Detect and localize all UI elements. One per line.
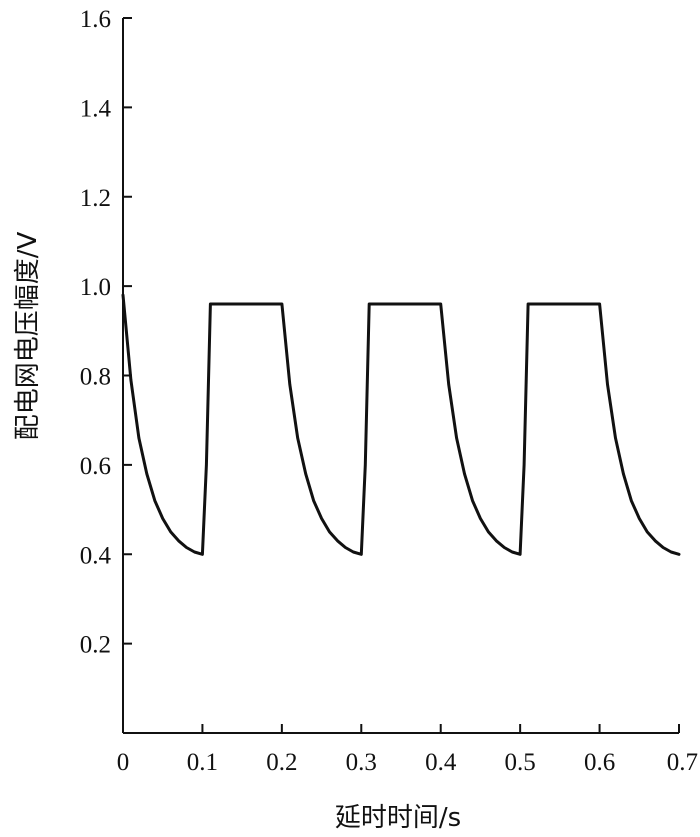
y-tick-label: 1.2	[80, 185, 111, 212]
x-tick-label: 0.5	[505, 749, 536, 776]
x-tick-label: 0.7	[667, 749, 698, 776]
x-tick-label: 0.4	[425, 749, 457, 776]
y-tick-label: 0.6	[80, 453, 111, 480]
x-tick-label: 0.1	[187, 749, 218, 776]
x-tick-label: 0	[117, 749, 130, 776]
y-tick-label: 1.4	[80, 95, 112, 122]
y-axis-ticks: 0.2 0.4 0.6 0.8 1.0 1.2 1.4 1.6	[80, 6, 132, 659]
x-tick-label: 0.3	[346, 749, 377, 776]
y-axis-title: 配电网电压幅度/V	[13, 232, 43, 441]
plot-area: 0.20.40.60.81.01.21.41.6 0 0.1 0.2 0.3 0.4 0.…	[80, 6, 698, 776]
voltage-line-series	[121, 293, 681, 556]
x-tick-label: 0.6	[584, 749, 615, 776]
y-tick-label: 1.0	[80, 274, 111, 301]
y-tick-label: 1.6	[80, 6, 111, 33]
y-tick-label: 0.2	[80, 632, 111, 659]
x-axis-ticks: 0 0.1 0.2 0.3 0.4 0.5 0.6 0.7	[117, 724, 698, 776]
y-tick-label: 0.4	[80, 542, 112, 569]
x-axis-title: 延时时间/s	[335, 803, 461, 833]
y-tick-label: 0.8	[80, 364, 111, 391]
x-tick-label: 0.2	[266, 749, 297, 776]
